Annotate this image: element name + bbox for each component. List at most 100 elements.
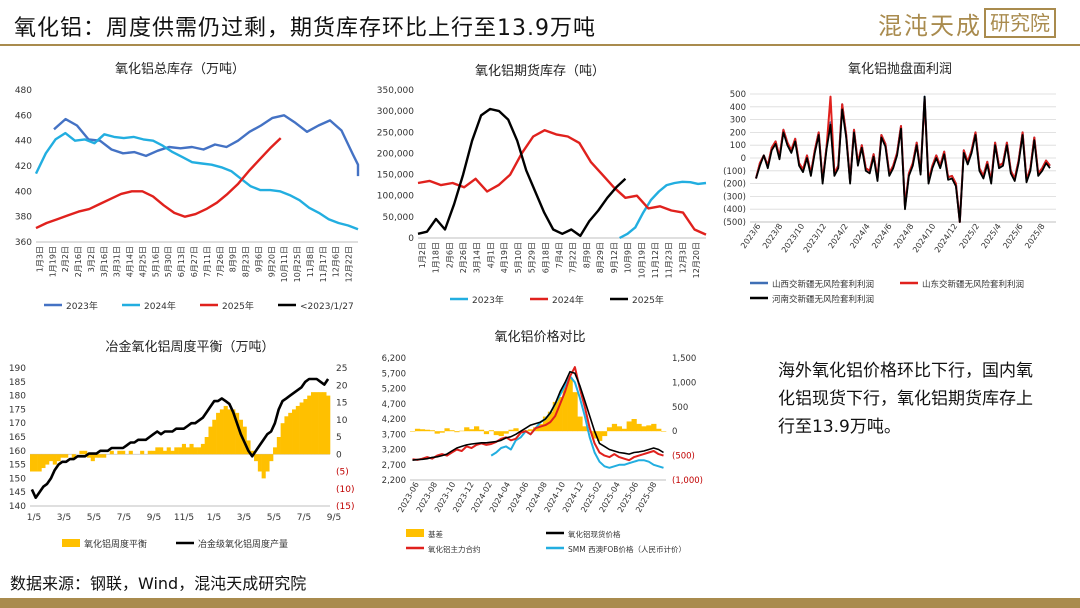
x-tick-label: 11月17日: [319, 246, 328, 282]
basis-bar: [572, 392, 578, 432]
balance-bar: [200, 443, 205, 455]
balance-bar: [147, 450, 152, 455]
y-tick-label: 400: [730, 103, 746, 113]
y-tick-label-right: 5: [336, 433, 342, 443]
basis-bar: [429, 430, 435, 432]
y-tick-label: 50,000: [383, 213, 415, 223]
balance-bar: [174, 447, 179, 455]
balance-bar: [45, 454, 50, 465]
legend-label: 氧化铝周度平衡: [84, 538, 147, 550]
y-tick-label: 200,000: [377, 149, 414, 159]
y-tick-label: 400: [15, 187, 32, 197]
chart-title-price-compare: 氧化铝价格对比: [494, 330, 586, 345]
balance-bar: [56, 454, 61, 462]
x-tick-label: 2月16日: [74, 246, 83, 277]
y-tick-label-right: 25: [336, 364, 347, 374]
balance-bar: [83, 450, 88, 455]
y-tick-label-right: (500): [672, 452, 695, 462]
x-tick-label: 4月25日: [138, 246, 147, 277]
basis-bar: [626, 421, 632, 432]
series-line-2023年: [619, 180, 707, 240]
logo-box: 研究院: [984, 8, 1056, 38]
y-tick-label: 2,200: [382, 476, 406, 486]
basis-bar: [449, 430, 455, 432]
balance-bar: [284, 416, 289, 455]
x-tick-label: 11月23日: [665, 242, 674, 278]
y-tick-label: (300): [723, 192, 746, 202]
basis-bar: [577, 416, 583, 432]
balance-bar: [30, 454, 35, 472]
x-tick-label: 2024/2: [826, 222, 850, 250]
y-tick-label: 5,200: [382, 385, 406, 395]
basis-bar: [419, 429, 426, 432]
y-tick-label: 200: [730, 128, 746, 138]
legend-swatch: [62, 539, 80, 547]
y-tick-label-right: 1,500: [672, 354, 696, 364]
balance-bar: [170, 450, 175, 455]
balance-bar: [216, 412, 221, 455]
series-line-production: [30, 377, 330, 499]
y-tick-label: (400): [723, 205, 746, 215]
basis-bar: [582, 426, 588, 432]
balance-bar: [98, 454, 103, 458]
y-tick-label-right: 20: [336, 381, 348, 391]
y-tick-label: 165: [9, 433, 26, 443]
x-tick-label: 1月2日: [418, 242, 427, 268]
x-tick-label: 9月12日: [610, 242, 619, 273]
basis-bar: [592, 431, 598, 439]
x-tick-label: 2024/8: [892, 222, 916, 250]
x-tick-label: 6月13日: [177, 246, 186, 277]
y-tick-label-right: (1,000): [672, 476, 703, 486]
y-tick-label: 380: [15, 213, 32, 223]
basis-bar: [631, 419, 637, 432]
y-tick-label: (500): [723, 218, 746, 228]
chart-weekly-balance: 190 185 180 175 170 165 160 155 150 145 140 25 20 15 1…: [9, 364, 355, 550]
legend-label: 2023年: [66, 300, 98, 312]
balance-bar: [276, 437, 281, 455]
balance-bar: [117, 450, 122, 455]
balance-bar: [102, 454, 107, 458]
basis-bar: [444, 428, 450, 432]
balance-bar: [208, 426, 213, 455]
x-tick-label: 3/5: [237, 513, 251, 523]
balance-bar: [79, 450, 84, 455]
basis-bar: [636, 423, 642, 432]
balance-bar: [193, 447, 198, 455]
chart-title-spot-profit: 氧化铝抛盘面利润: [847, 62, 952, 77]
x-tick-label: 11/5: [174, 513, 194, 523]
y-tick-label: 0: [741, 154, 746, 164]
x-tick-label: 11月8日: [306, 246, 315, 277]
x-tick-label: 5月29日: [528, 242, 537, 273]
y-tick-label-right: 10: [336, 416, 348, 426]
series-line-2024年: [417, 129, 707, 236]
balance-bar: [33, 454, 38, 472]
balance-bar: [212, 419, 217, 455]
basis-bar: [414, 428, 421, 432]
basis-bar: [611, 423, 618, 432]
y-tick-label: 100,000: [377, 192, 414, 202]
series-line-2023年: [53, 114, 360, 177]
x-tick-label: 3月31日: [113, 246, 122, 277]
chart-spot-profit: 500 400 300 200 100 0 (100) (200) (300) (400) (500…: [723, 90, 1056, 305]
x-tick-label: 2025/6: [1001, 222, 1025, 250]
x-tick-label: 7月4日: [555, 242, 564, 268]
x-tick-label: 2025/4: [979, 222, 1003, 250]
balance-bar: [155, 447, 160, 455]
y-tick-label: 6,200: [382, 354, 406, 364]
basis-bar: [469, 429, 475, 432]
x-tick-label: 1/5: [207, 513, 221, 523]
basis-bar: [567, 377, 573, 432]
x-tick-label: 5月10日: [514, 242, 523, 273]
page-title: 氧化铝：周度供需仍过剩，期货库存环比上行至13.9万吨: [14, 16, 596, 41]
y-tick-label: (100): [723, 167, 746, 177]
y-tick-label: 250,000: [377, 128, 414, 138]
legend-label: 2023年: [472, 294, 504, 306]
basis-bar: [597, 431, 603, 441]
brand-logo: 混沌天成 研究院: [878, 8, 1056, 40]
basis-bar: [498, 431, 504, 437]
basis-bar: [513, 428, 519, 432]
y-tick-label: 185: [9, 378, 26, 388]
balance-bar: [178, 447, 183, 455]
basis-bar: [651, 423, 657, 432]
balance-bar: [140, 450, 145, 455]
